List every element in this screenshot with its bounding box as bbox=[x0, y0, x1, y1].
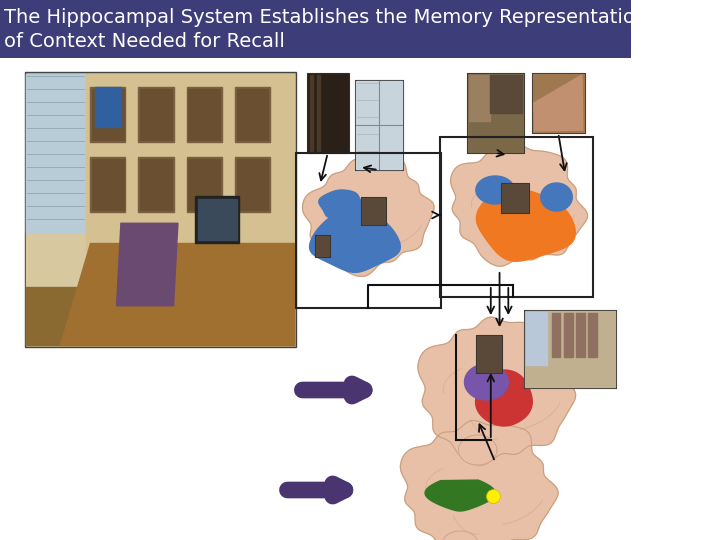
Polygon shape bbox=[502, 184, 528, 212]
Polygon shape bbox=[316, 236, 328, 256]
Polygon shape bbox=[237, 159, 268, 210]
Polygon shape bbox=[356, 81, 402, 169]
Polygon shape bbox=[27, 74, 86, 232]
Polygon shape bbox=[307, 74, 348, 152]
Polygon shape bbox=[186, 87, 222, 142]
Polygon shape bbox=[140, 159, 172, 210]
Polygon shape bbox=[564, 313, 572, 357]
Polygon shape bbox=[476, 176, 515, 204]
Polygon shape bbox=[310, 207, 400, 272]
Bar bbox=[296, 153, 441, 308]
Bar bbox=[315, 235, 330, 257]
Bar bbox=[0, 0, 631, 58]
Polygon shape bbox=[198, 199, 237, 240]
Polygon shape bbox=[186, 157, 222, 212]
Polygon shape bbox=[237, 89, 268, 140]
Bar bbox=[467, 73, 524, 153]
Text: The Hippocampal System Establishes the Memory Representation: The Hippocampal System Establishes the M… bbox=[4, 8, 647, 27]
Polygon shape bbox=[443, 531, 477, 540]
Polygon shape bbox=[92, 159, 124, 210]
Polygon shape bbox=[138, 87, 174, 142]
Text: of Context Needed for Recall: of Context Needed for Recall bbox=[4, 32, 285, 51]
Polygon shape bbox=[90, 157, 125, 212]
Bar bbox=[440, 137, 593, 297]
Polygon shape bbox=[464, 364, 508, 400]
Polygon shape bbox=[310, 75, 313, 151]
Bar bbox=[524, 310, 616, 388]
Polygon shape bbox=[459, 435, 497, 465]
Polygon shape bbox=[140, 89, 172, 140]
Polygon shape bbox=[138, 157, 174, 212]
Polygon shape bbox=[319, 190, 365, 220]
Polygon shape bbox=[552, 313, 560, 357]
Bar bbox=[307, 73, 348, 153]
Polygon shape bbox=[27, 287, 294, 345]
Polygon shape bbox=[588, 313, 598, 357]
Polygon shape bbox=[86, 74, 294, 251]
Bar bbox=[24, 72, 296, 347]
Polygon shape bbox=[477, 336, 501, 372]
Bar bbox=[355, 80, 403, 170]
Polygon shape bbox=[117, 223, 178, 306]
Polygon shape bbox=[469, 75, 490, 121]
Polygon shape bbox=[477, 189, 575, 261]
Polygon shape bbox=[189, 159, 220, 210]
Polygon shape bbox=[92, 89, 124, 140]
Bar bbox=[532, 73, 585, 133]
Polygon shape bbox=[541, 183, 572, 211]
Polygon shape bbox=[60, 242, 294, 345]
Polygon shape bbox=[476, 370, 532, 426]
Polygon shape bbox=[451, 145, 588, 266]
Polygon shape bbox=[302, 158, 434, 276]
Polygon shape bbox=[94, 87, 121, 127]
Bar bbox=[476, 335, 502, 373]
Polygon shape bbox=[189, 89, 220, 140]
Bar bbox=[501, 183, 529, 213]
Polygon shape bbox=[318, 75, 320, 151]
Polygon shape bbox=[525, 311, 615, 387]
Polygon shape bbox=[468, 74, 523, 152]
Polygon shape bbox=[400, 421, 558, 540]
Polygon shape bbox=[235, 87, 270, 142]
Polygon shape bbox=[533, 74, 584, 132]
Polygon shape bbox=[195, 195, 239, 242]
Bar bbox=[361, 197, 386, 225]
Polygon shape bbox=[27, 74, 294, 345]
Polygon shape bbox=[425, 480, 495, 511]
Polygon shape bbox=[418, 317, 575, 465]
Polygon shape bbox=[362, 198, 384, 224]
Polygon shape bbox=[235, 157, 270, 212]
Polygon shape bbox=[90, 87, 125, 142]
Polygon shape bbox=[576, 313, 585, 357]
Polygon shape bbox=[526, 312, 547, 365]
Polygon shape bbox=[534, 75, 582, 131]
Polygon shape bbox=[490, 75, 522, 113]
